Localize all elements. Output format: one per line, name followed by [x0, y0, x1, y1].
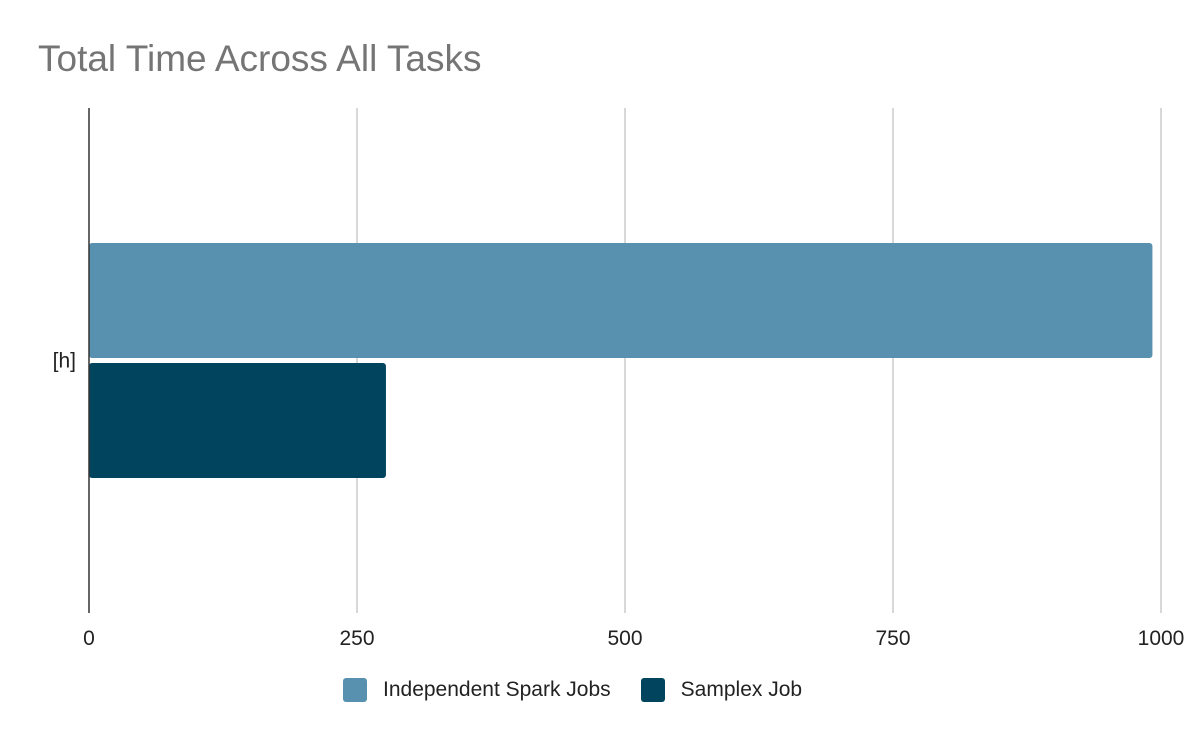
legend-label-series-0: Independent Spark Jobs — [383, 678, 611, 701]
x-tick-labels: 0 250 500 750 1000 — [83, 627, 1184, 650]
legend-label-series-1: Samplex Job — [680, 678, 803, 701]
legend: Independent Spark Jobs Samplex Job — [343, 678, 832, 702]
x-tick-label: 250 — [339, 627, 374, 650]
x-tick-label: 750 — [875, 627, 910, 650]
chart-title: Total Time Across All Tasks — [38, 38, 482, 79]
bar-series-0-cat-0 — [89, 243, 1153, 358]
x-tick-label: 0 — [83, 627, 95, 650]
bars — [89, 243, 1153, 478]
category-label: [h] — [53, 350, 76, 373]
legend-item-series-1: Samplex Job — [640, 678, 803, 702]
x-tick-label: 500 — [607, 627, 642, 650]
gridlines — [356, 108, 1162, 613]
legend-swatch-series-1 — [640, 678, 665, 702]
legend-swatch-series-0 — [343, 678, 367, 702]
x-tick-label: 1000 — [1138, 627, 1185, 650]
legend-item-series-0: Independent Spark Jobs — [343, 678, 611, 702]
category-labels: [h] — [53, 350, 76, 373]
bar-series-1-cat-0 — [89, 363, 386, 478]
